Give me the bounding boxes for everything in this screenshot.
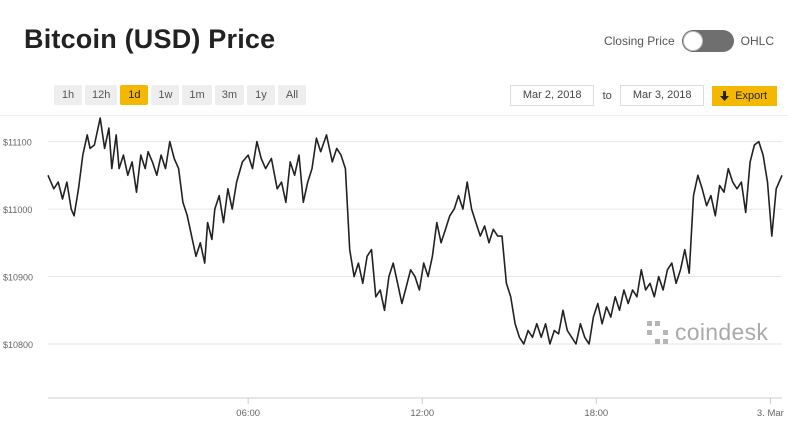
coindesk-logo-icon xyxy=(647,320,668,344)
range-button-3m[interactable]: 3m xyxy=(214,85,244,105)
time-range-selector: 1h 12h 1d 1w 1m 3m 1y All xyxy=(54,85,306,105)
date-range-controls: Mar 2, 2018 to Mar 3, 2018 Export xyxy=(510,85,777,106)
header-divider xyxy=(0,115,788,116)
range-button-1w[interactable]: 1w xyxy=(151,85,180,105)
ohlc-label[interactable]: OHLC xyxy=(740,34,774,48)
export-button[interactable]: Export xyxy=(712,85,777,106)
mode-switch[interactable] xyxy=(681,30,734,52)
y-tick-label: $10800 xyxy=(3,340,33,350)
watermark-text: coindesk xyxy=(675,319,769,345)
export-label: Export xyxy=(735,89,767,102)
x-tick-label: 18:00 xyxy=(584,408,608,419)
x-tick-label: 3. Mar xyxy=(757,408,784,419)
y-tick-label: $11000 xyxy=(3,205,32,215)
switch-knob[interactable] xyxy=(682,31,703,51)
y-tick-label: $11100 xyxy=(3,138,32,148)
download-arrow-icon xyxy=(720,90,730,101)
range-button-1h[interactable]: 1h xyxy=(54,85,82,105)
range-button-12h[interactable]: 12h xyxy=(85,85,118,105)
closing-price-label[interactable]: Closing Price xyxy=(603,34,675,48)
coindesk-watermark: coindesk xyxy=(647,319,768,346)
range-button-all[interactable]: All xyxy=(277,85,306,105)
range-button-1m[interactable]: 1m xyxy=(182,85,212,105)
date-to-field[interactable]: Mar 3, 2018 xyxy=(620,85,705,106)
range-button-1d[interactable]: 1d xyxy=(120,85,149,105)
x-tick-label: 06:00 xyxy=(236,408,260,419)
chart-mode-toggle: Closing Price OHLC xyxy=(604,30,774,52)
date-from-field[interactable]: Mar 2, 2018 xyxy=(510,85,595,106)
page-title: Bitcoin (USD) Price xyxy=(24,24,276,54)
date-to-separator: to xyxy=(602,89,612,102)
price-series-line-0 xyxy=(47,117,783,345)
y-tick-label: $10900 xyxy=(3,273,33,283)
range-button-1y[interactable]: 1y xyxy=(246,85,275,105)
x-tick-label: 12:00 xyxy=(410,408,434,419)
